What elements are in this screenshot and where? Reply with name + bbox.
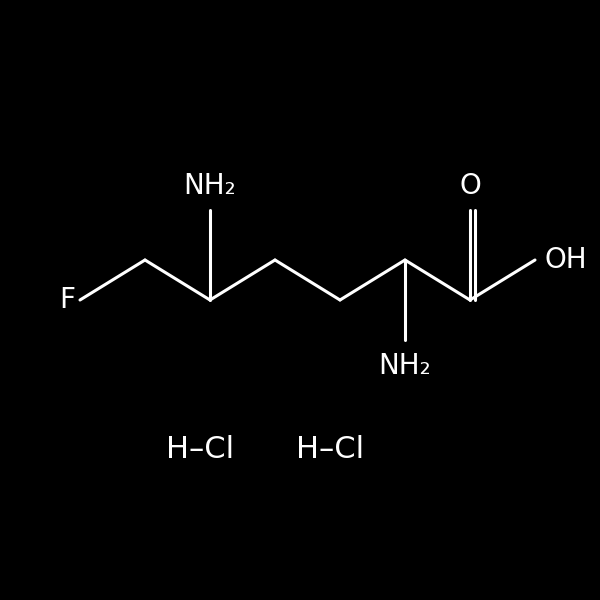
- Text: NH₂: NH₂: [184, 172, 236, 200]
- Text: H–Cl: H–Cl: [296, 436, 364, 464]
- Text: O: O: [459, 172, 481, 200]
- Text: NH₂: NH₂: [379, 352, 431, 380]
- Text: OH: OH: [545, 246, 587, 274]
- Text: H–Cl: H–Cl: [166, 436, 234, 464]
- Text: F: F: [59, 286, 75, 314]
